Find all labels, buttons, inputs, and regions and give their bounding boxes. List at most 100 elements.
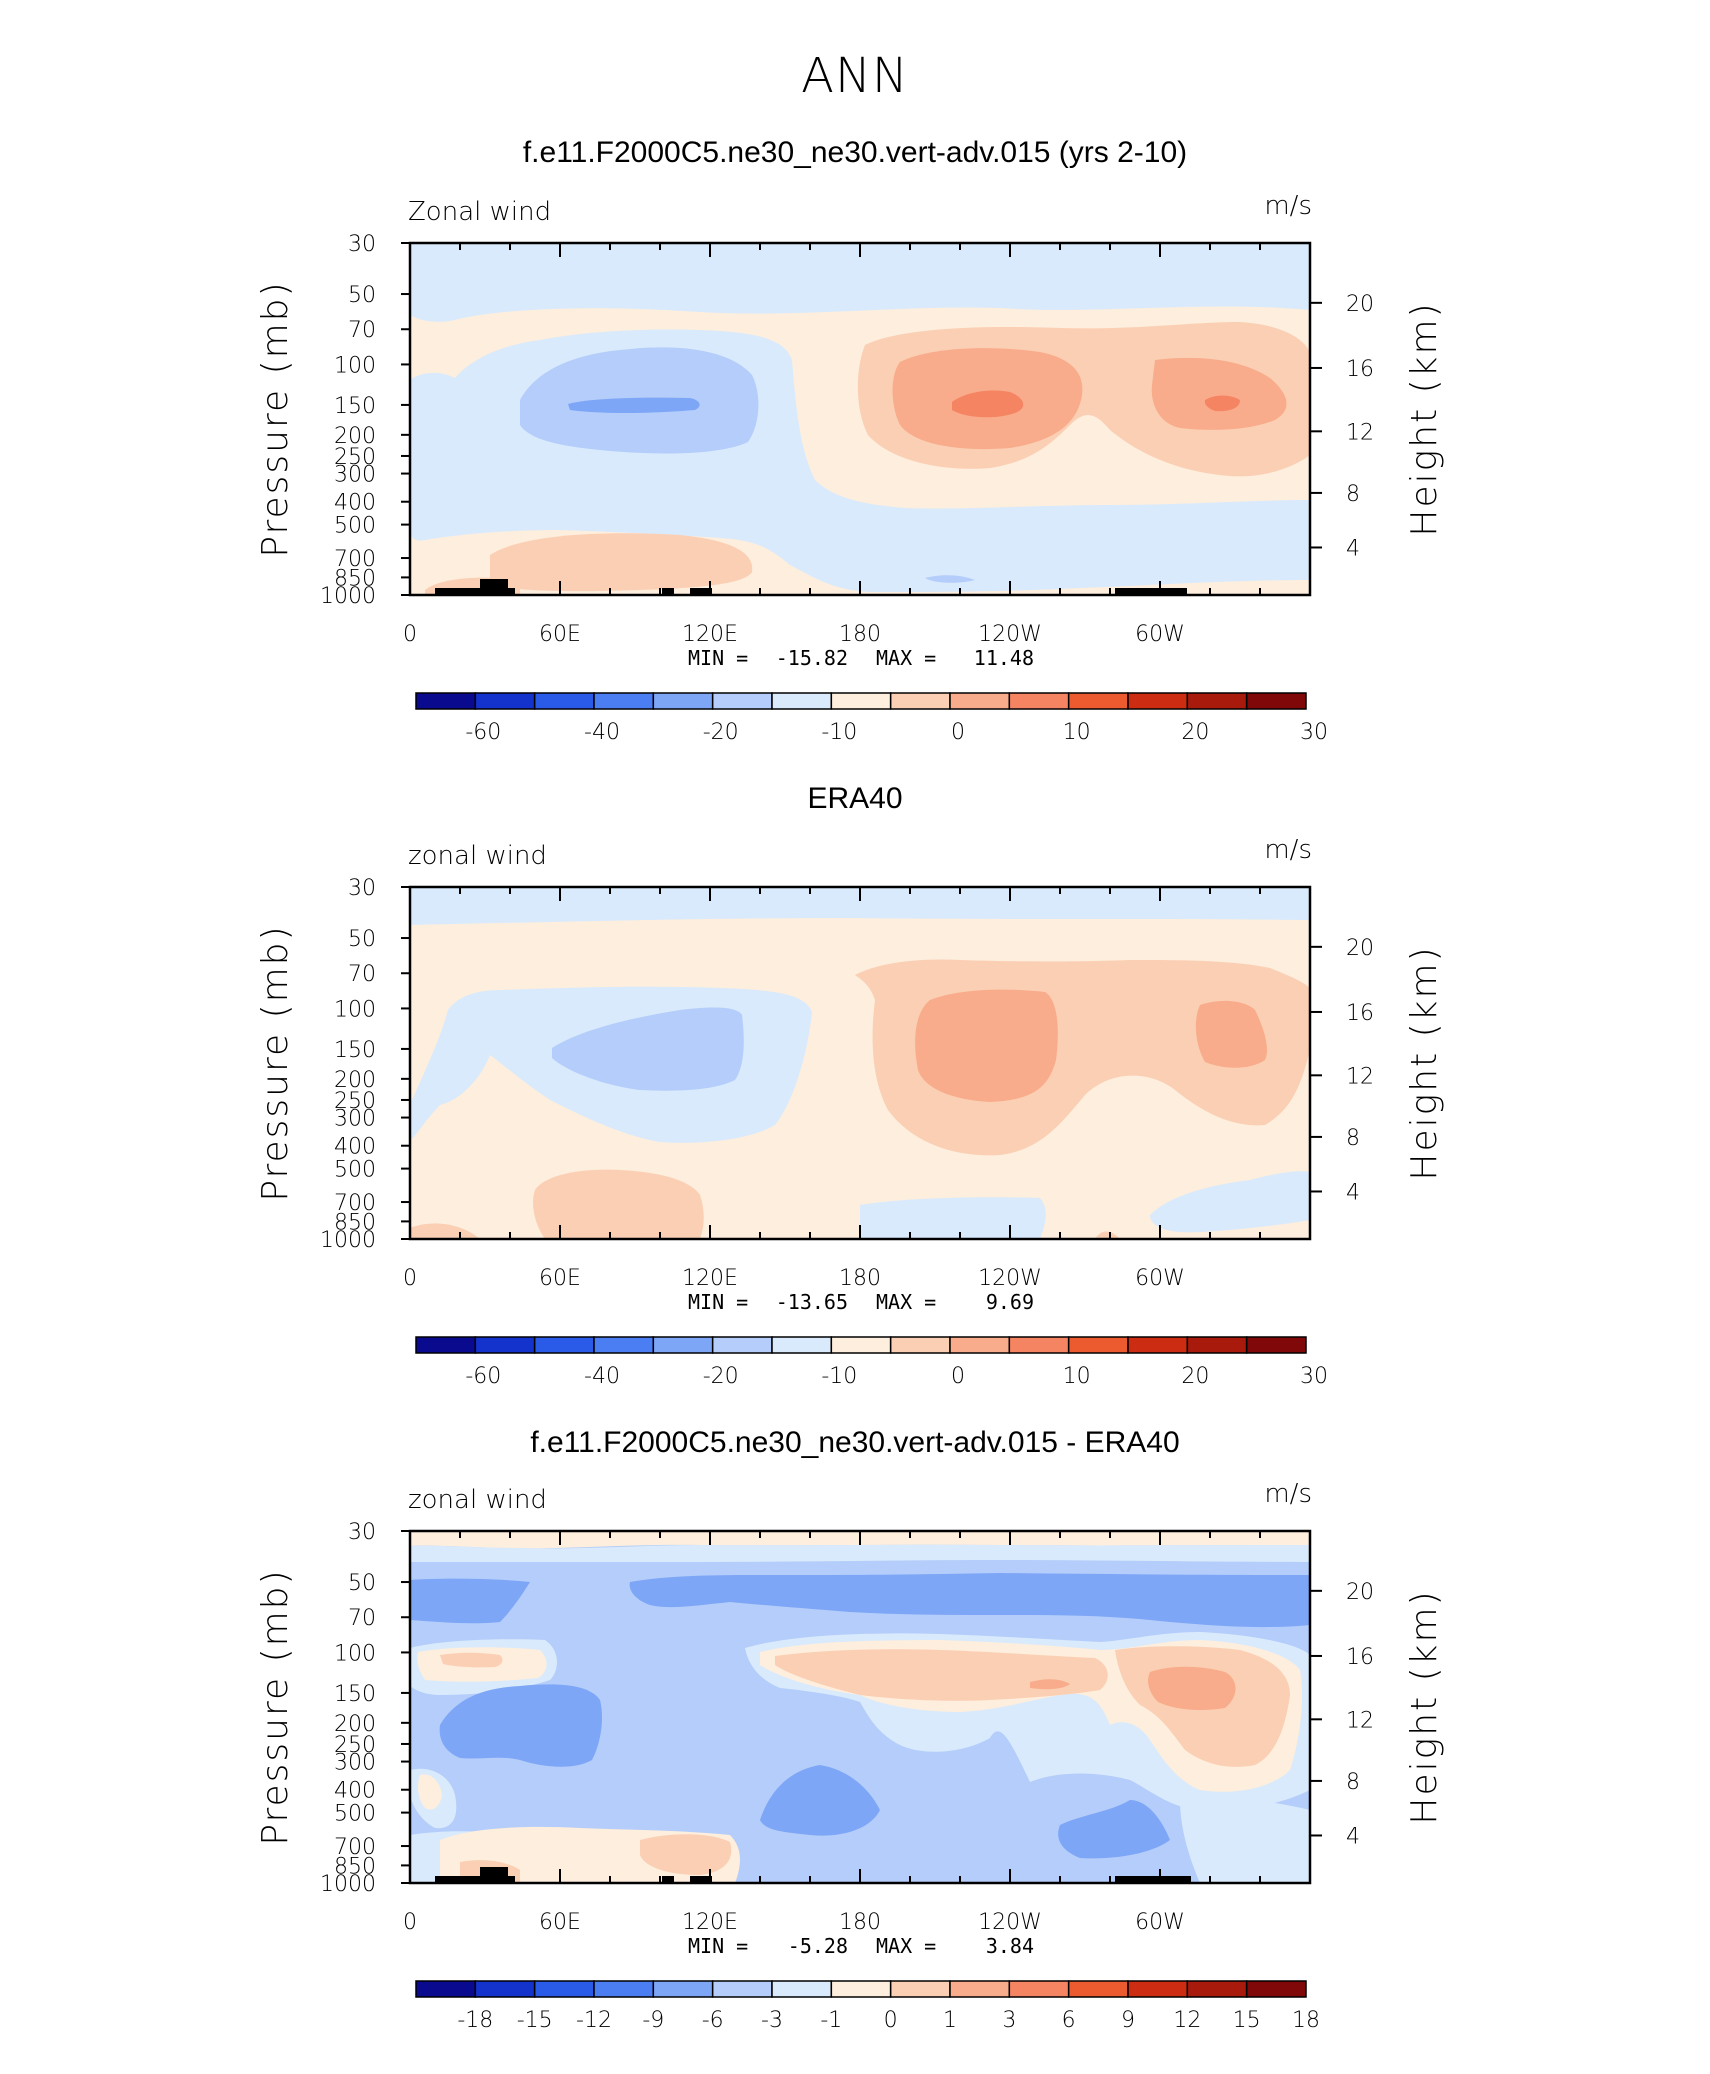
y-tick-label: 250	[334, 1733, 376, 1758]
colorbar-box	[652, 692, 714, 710]
panel-3-height-ticks: 20 16 12 8 4	[1310, 1580, 1374, 1849]
x-tick-label: 60W	[1135, 1266, 1185, 1291]
panel-3-x-ticks: 0 60E 120E 180 120W 60W	[403, 1531, 1311, 1935]
x-tick-label: 60W	[1135, 1910, 1185, 1935]
panel-1-sfc-red	[490, 533, 753, 592]
colorbar-label: -6	[702, 2008, 724, 2033]
colorbar-label: -12	[576, 2008, 612, 2033]
min-value: -15.82	[776, 646, 848, 670]
panel-2-sfc-red-2	[410, 1223, 480, 1239]
panel-2-red-10-1	[915, 989, 1058, 1102]
colorbar-label: 10	[1063, 1364, 1091, 1389]
colorbar-box	[1067, 1336, 1129, 1354]
panel-2-right-label: m/s	[1264, 835, 1312, 865]
panel-3-blue-mid-1	[439, 1684, 603, 1767]
colorbar-box	[1067, 1980, 1129, 1998]
y-tick-label: 400	[334, 491, 376, 516]
height-tick-label: 12	[1346, 1064, 1374, 1089]
y-tick-label: 30	[348, 232, 376, 257]
x-tick-label: 0	[403, 622, 417, 647]
colorbar-box	[1245, 1336, 1307, 1354]
colorbar-label: 15	[1233, 2008, 1261, 2033]
colorbar-label: 30	[1300, 1364, 1328, 1389]
y-tick-label: 850	[334, 1210, 376, 1235]
y-tick-label: 50	[348, 1571, 376, 1596]
height-tick-label: 16	[1346, 357, 1374, 382]
y-tick-label: 850	[334, 566, 376, 591]
y-tick-label: 100	[334, 1641, 376, 1666]
panel-3-field	[410, 1531, 1310, 1883]
colorbar-box	[949, 1980, 1011, 1998]
colorbar-label: -40	[584, 720, 620, 745]
panel-1-sfc-blue	[925, 575, 975, 583]
panel-1-red-15-1	[952, 390, 1024, 418]
colorbar-box	[1245, 692, 1307, 710]
min-value: -5.28	[788, 1934, 848, 1958]
panel-1-title: f.e11.F2000C5.ne30_ne30.vert-adv.015 (yr…	[523, 136, 1187, 169]
colorbar-box	[1186, 1980, 1248, 1998]
colorbar-box	[711, 1980, 773, 1998]
y-tick-label: 300	[334, 1751, 376, 1776]
colorbar-label: -15	[517, 2008, 553, 2033]
y-tick-label: 70	[348, 962, 376, 987]
x-tick-label: 60E	[539, 1910, 581, 1935]
panel-2-ylabel-right: Height (km)	[1404, 945, 1445, 1180]
y-tick-label: 700	[334, 1191, 376, 1216]
colorbar-label: -9	[642, 2008, 664, 2033]
height-tick-label: 16	[1346, 1645, 1374, 1670]
colorbar-box	[474, 692, 536, 710]
y-tick-label: 500	[334, 1158, 376, 1183]
colorbar-label: 10	[1063, 720, 1091, 745]
y-tick-label: 700	[334, 547, 376, 572]
colorbar-box	[949, 1336, 1011, 1354]
panel-3-red-sfc-b	[460, 1834, 732, 1883]
panel-3-title: f.e11.F2000C5.ne30_ne30.vert-adv.015 - E…	[530, 1426, 1179, 1459]
colorbar-box	[652, 1336, 714, 1354]
min-label: MIN =	[688, 1290, 748, 1314]
colorbar-box	[1008, 692, 1070, 710]
panel-3-lightblue-sfc-right	[1180, 1798, 1310, 1883]
y-tick-label: 200	[334, 424, 376, 449]
y-tick-label: 1000	[320, 1228, 376, 1253]
x-tick-label: 180	[839, 622, 881, 647]
colorbar-box	[533, 1336, 595, 1354]
colorbar-box	[771, 1980, 833, 1998]
panel-1-x-ticks: 0 60E 120E 180 120W 60W	[403, 243, 1311, 647]
colorbar-box	[593, 1336, 655, 1354]
y-tick-label: 50	[348, 283, 376, 308]
x-tick-label: 0	[403, 1910, 417, 1935]
max-value: 3.84	[986, 1934, 1034, 1958]
colorbar-box	[1008, 1336, 1070, 1354]
colorbar-label: 3	[1002, 2008, 1016, 2033]
panel-1: f.e11.F2000C5.ne30_ne30.vert-adv.015 (yr…	[255, 136, 1445, 745]
height-tick-label: 8	[1346, 1126, 1360, 1151]
panel-2-height-ticks: 20 16 12 8 4	[1310, 936, 1374, 1205]
colorbar-label: 18	[1292, 2008, 1320, 2033]
panel-2-strat-blue	[410, 887, 1310, 925]
max-label: MAX =	[876, 1934, 936, 1958]
colorbar-label: -60	[465, 1364, 501, 1389]
colorbar-box	[889, 1980, 951, 1998]
colorbar-label: 1	[943, 2008, 957, 2033]
colorbar-box	[533, 1980, 595, 1998]
y-tick-label: 70	[348, 1606, 376, 1631]
x-tick-label: 60E	[539, 622, 581, 647]
y-tick-label: 250	[334, 445, 376, 470]
max-value: 9.69	[986, 1290, 1034, 1314]
panel-2-left-label: zonal wind	[408, 841, 547, 871]
y-tick-label: 30	[348, 1520, 376, 1545]
colorbar-label: 6	[1062, 2008, 1076, 2033]
panel-1-stats: MIN = -15.82 MAX = 11.48	[688, 646, 1034, 670]
x-tick-label: 180	[839, 1910, 881, 1935]
max-value: 11.48	[974, 646, 1034, 670]
colorbar-box	[711, 1336, 773, 1354]
x-tick-label: 120W	[978, 622, 1042, 647]
colorbar-box	[830, 1336, 892, 1354]
colorbar-label: 20	[1181, 720, 1209, 745]
colorbar-box	[1008, 1980, 1070, 1998]
panel-3-topography	[435, 1867, 1191, 1883]
colorbar-label: -40	[584, 1364, 620, 1389]
y-tick-label: 150	[334, 394, 376, 419]
